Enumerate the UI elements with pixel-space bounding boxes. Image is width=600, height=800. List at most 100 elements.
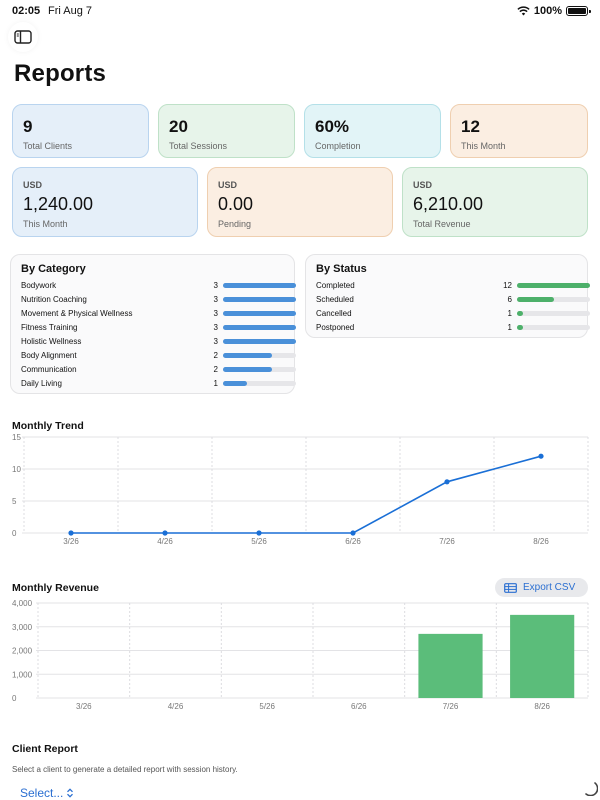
category-bar-fill: [223, 297, 296, 302]
client-select-button[interactable]: Select...: [20, 786, 74, 800]
category-bar-track: [223, 339, 296, 344]
category-bar-track: [223, 367, 296, 372]
category-bar-track: [223, 325, 296, 330]
data-point: [350, 530, 356, 536]
category-row: Body Alignment 2: [21, 350, 296, 362]
status-bar-fill: [517, 311, 524, 316]
status-row-count: 12: [503, 281, 512, 290]
chevron-updown-icon: [67, 788, 74, 798]
export-csv-label: Export CSV: [523, 582, 576, 593]
revenue-value: 6,210.00: [413, 194, 484, 214]
x-tick-label: 5/26: [251, 537, 267, 546]
category-row-count: 3: [213, 295, 218, 304]
x-tick-label: 8/26: [533, 537, 549, 546]
status-row-count: 1: [507, 309, 512, 318]
x-tick-label: 4/26: [157, 537, 173, 546]
status-row-label: Scheduled: [316, 295, 354, 304]
x-tick-label: 8/26: [534, 702, 550, 711]
sidebar-toggle-button[interactable]: [8, 22, 38, 52]
revenue-label: Pending: [218, 219, 252, 229]
stat-value: 9: [23, 117, 33, 136]
monthly-trend-chart: 0 5 10 15 3/26 4/26 5/26 6/26 7/26 8/26: [12, 433, 589, 546]
monthly-trend-title: Monthly Trend: [12, 420, 84, 432]
client-report-title: Client Report: [12, 743, 78, 755]
status-row-count: 1: [507, 323, 512, 332]
status-row-count: 6: [507, 295, 512, 304]
x-tick-label: 7/26: [443, 702, 459, 711]
category-row-count: 3: [213, 323, 218, 332]
panel-title: By Status: [316, 263, 367, 275]
category-bar-track: [223, 283, 296, 288]
stat-value: 12: [461, 117, 480, 136]
x-tick-label: 3/26: [76, 702, 92, 711]
category-row-label: Communication: [21, 365, 77, 374]
export-csv-button[interactable]: Export CSV: [495, 578, 588, 597]
status-bar-fill: [517, 325, 524, 330]
y-tick-label: 10: [12, 465, 21, 474]
y-tick-label: 0: [12, 694, 17, 703]
currency-label: USD: [218, 180, 238, 190]
battery-percent: 100%: [533, 5, 562, 17]
category-row-count: 3: [213, 309, 218, 318]
y-tick-label: 5: [12, 497, 17, 506]
revenue-card-total: USD 6,210.00 Total Revenue: [402, 167, 588, 237]
revenue-label: This Month: [23, 219, 68, 229]
status-row-label: Postponed: [316, 323, 355, 332]
y-tick-label: 15: [12, 433, 21, 442]
status-row: Scheduled 6: [316, 294, 590, 306]
x-tick-label: 4/26: [168, 702, 184, 711]
category-bar-fill: [223, 353, 272, 358]
client-report-subtitle: Select a client to generate a detailed r…: [12, 765, 238, 774]
stat-label: This Month: [461, 141, 506, 151]
status-bar-fill: [517, 297, 554, 302]
status-row: Postponed 1: [316, 322, 590, 334]
revenue-bar: [510, 614, 575, 698]
category-row: Nutrition Coaching 3: [21, 294, 296, 306]
revenue-card-pending: USD 0.00 Pending: [207, 167, 393, 237]
by-status-panel: By Status Completed 12 Scheduled 6 Cancelled…: [305, 254, 590, 338]
y-tick-label: 0: [12, 529, 17, 538]
spinner-icon: [585, 782, 598, 796]
category-row-label: Body Alignment: [21, 351, 77, 360]
data-point: [162, 530, 168, 536]
category-row: Movement & Physical Wellness 3: [21, 308, 296, 320]
category-bar-track: [223, 353, 296, 358]
wifi-icon: [517, 6, 530, 16]
client-select-label: Select...: [20, 786, 64, 800]
x-tick-label: 6/26: [345, 537, 361, 546]
category-row-label: Movement & Physical Wellness: [21, 309, 133, 318]
category-row: Bodywork 3: [21, 280, 296, 292]
status-bar-track: [517, 297, 590, 302]
revenue-value: 0.00: [218, 194, 254, 214]
currency-label: USD: [23, 180, 43, 190]
category-bar-fill: [223, 325, 296, 330]
category-row-count: 1: [213, 379, 218, 388]
category-row-label: Holistic Wellness: [21, 337, 82, 346]
status-bar-fill: [517, 283, 590, 288]
category-row-label: Daily Living: [21, 379, 62, 388]
category-bar-track: [223, 297, 296, 302]
stat-card-completion: 60% Completion: [304, 104, 441, 158]
by-category-panel: By Category Bodywork 3 Nutrition Coaching 3…: [10, 254, 296, 394]
category-row: Holistic Wellness 3: [21, 336, 296, 348]
category-row: Communication 2: [21, 364, 296, 376]
stat-label: Total Clients: [23, 141, 73, 151]
currency-label: USD: [413, 180, 433, 190]
stat-card-total-sessions: 20 Total Sessions: [158, 104, 295, 158]
status-row-label: Completed: [316, 281, 355, 290]
category-row: Fitness Training 3: [21, 322, 296, 334]
y-tick-label: 3,000: [12, 623, 33, 632]
category-row-label: Bodywork: [21, 281, 57, 290]
x-tick-label: 3/26: [63, 537, 79, 546]
category-row-count: 2: [213, 351, 218, 360]
battery-icon: [566, 6, 591, 16]
x-tick-label: 7/26: [439, 537, 455, 546]
category-bar-fill: [223, 367, 272, 372]
category-bar-fill: [223, 311, 296, 316]
category-bar-fill: [223, 381, 248, 386]
category-row-count: 3: [213, 281, 218, 290]
category-bar-fill: [223, 283, 296, 288]
panel-title: By Category: [21, 263, 86, 275]
status-time: 02:05: [12, 5, 41, 17]
status-indicators: 100%: [517, 5, 591, 17]
